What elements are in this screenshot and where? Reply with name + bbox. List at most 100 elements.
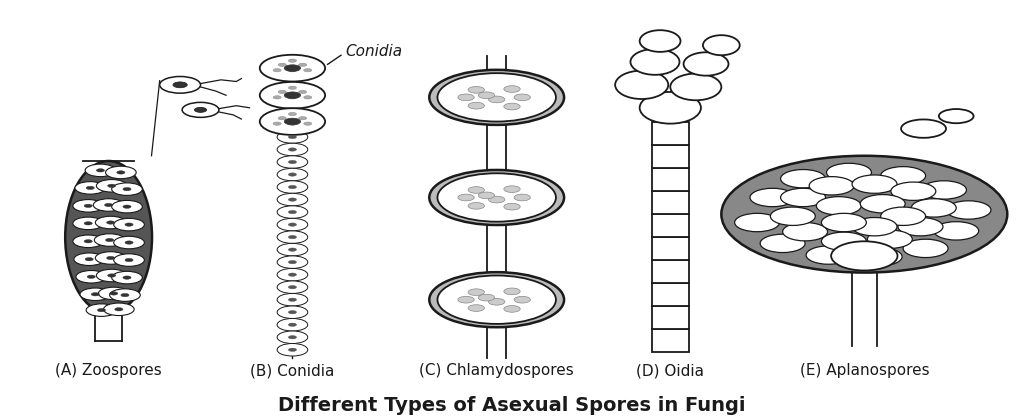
Circle shape xyxy=(121,294,129,297)
Circle shape xyxy=(278,193,308,206)
Circle shape xyxy=(173,82,187,88)
Circle shape xyxy=(73,200,103,212)
Circle shape xyxy=(289,86,297,89)
Bar xyxy=(652,260,689,283)
Circle shape xyxy=(289,273,297,276)
Circle shape xyxy=(478,92,495,99)
Circle shape xyxy=(95,252,126,264)
Circle shape xyxy=(468,289,484,296)
Circle shape xyxy=(117,171,125,174)
Ellipse shape xyxy=(615,71,669,99)
Circle shape xyxy=(110,292,118,295)
Circle shape xyxy=(94,234,125,246)
Circle shape xyxy=(289,68,297,72)
Ellipse shape xyxy=(66,161,152,313)
Circle shape xyxy=(285,118,301,125)
Circle shape xyxy=(123,276,131,279)
Circle shape xyxy=(780,170,825,188)
Circle shape xyxy=(852,175,897,193)
Circle shape xyxy=(289,248,297,251)
Ellipse shape xyxy=(702,35,739,55)
Circle shape xyxy=(73,235,103,247)
Circle shape xyxy=(760,234,805,252)
Ellipse shape xyxy=(631,49,680,75)
Circle shape xyxy=(922,181,967,199)
Circle shape xyxy=(901,119,946,138)
Bar xyxy=(652,329,689,352)
Circle shape xyxy=(105,239,114,241)
Circle shape xyxy=(816,197,861,215)
Circle shape xyxy=(289,323,297,326)
Circle shape xyxy=(304,122,312,125)
Ellipse shape xyxy=(671,74,721,100)
Circle shape xyxy=(260,108,325,135)
Circle shape xyxy=(504,186,520,192)
Circle shape xyxy=(478,294,495,301)
Circle shape xyxy=(504,103,520,110)
Circle shape xyxy=(93,199,124,211)
Circle shape xyxy=(289,59,297,62)
Circle shape xyxy=(852,218,897,236)
Circle shape xyxy=(278,294,308,306)
Circle shape xyxy=(289,96,297,99)
Circle shape xyxy=(488,299,505,305)
Circle shape xyxy=(278,168,308,181)
Circle shape xyxy=(304,96,312,99)
Circle shape xyxy=(123,205,131,208)
Circle shape xyxy=(278,268,308,281)
Text: Conidia: Conidia xyxy=(345,44,402,59)
Circle shape xyxy=(278,131,308,143)
Circle shape xyxy=(478,192,495,199)
Circle shape xyxy=(106,221,115,224)
Circle shape xyxy=(734,213,779,232)
Circle shape xyxy=(278,281,308,294)
Circle shape xyxy=(87,275,95,278)
Circle shape xyxy=(278,243,308,256)
Circle shape xyxy=(108,274,116,277)
Circle shape xyxy=(468,87,484,93)
Circle shape xyxy=(278,181,308,193)
Circle shape xyxy=(112,200,142,213)
Circle shape xyxy=(278,231,308,243)
Circle shape xyxy=(881,207,926,226)
Bar xyxy=(652,283,689,306)
Circle shape xyxy=(289,336,297,339)
Circle shape xyxy=(278,318,308,331)
Circle shape xyxy=(289,148,297,151)
Circle shape xyxy=(488,196,505,203)
Text: Different Types of Asexual Spores in Fungi: Different Types of Asexual Spores in Fun… xyxy=(279,396,745,415)
Circle shape xyxy=(76,270,106,283)
Circle shape xyxy=(289,185,297,189)
Circle shape xyxy=(939,109,974,123)
Text: (B) Conidia: (B) Conidia xyxy=(250,363,335,378)
Circle shape xyxy=(114,254,144,266)
Circle shape xyxy=(429,70,564,125)
Circle shape xyxy=(96,269,127,282)
Circle shape xyxy=(80,288,111,301)
Circle shape xyxy=(468,202,484,209)
Circle shape xyxy=(911,199,956,217)
Bar xyxy=(652,168,689,191)
Circle shape xyxy=(95,216,126,229)
Circle shape xyxy=(429,170,564,225)
Circle shape xyxy=(289,198,297,201)
Circle shape xyxy=(514,297,530,303)
Circle shape xyxy=(278,344,308,356)
Circle shape xyxy=(273,68,282,72)
Circle shape xyxy=(84,222,92,225)
Circle shape xyxy=(91,293,99,296)
Circle shape xyxy=(304,68,312,72)
Circle shape xyxy=(123,187,131,191)
Circle shape xyxy=(114,218,144,231)
Ellipse shape xyxy=(640,30,681,52)
Circle shape xyxy=(160,76,201,93)
Circle shape xyxy=(488,96,505,103)
Circle shape xyxy=(289,173,297,176)
Ellipse shape xyxy=(831,241,897,270)
Circle shape xyxy=(821,213,866,232)
Circle shape xyxy=(73,217,103,230)
Bar xyxy=(652,214,689,237)
Circle shape xyxy=(84,204,92,207)
Circle shape xyxy=(273,96,282,99)
Circle shape xyxy=(289,160,297,164)
